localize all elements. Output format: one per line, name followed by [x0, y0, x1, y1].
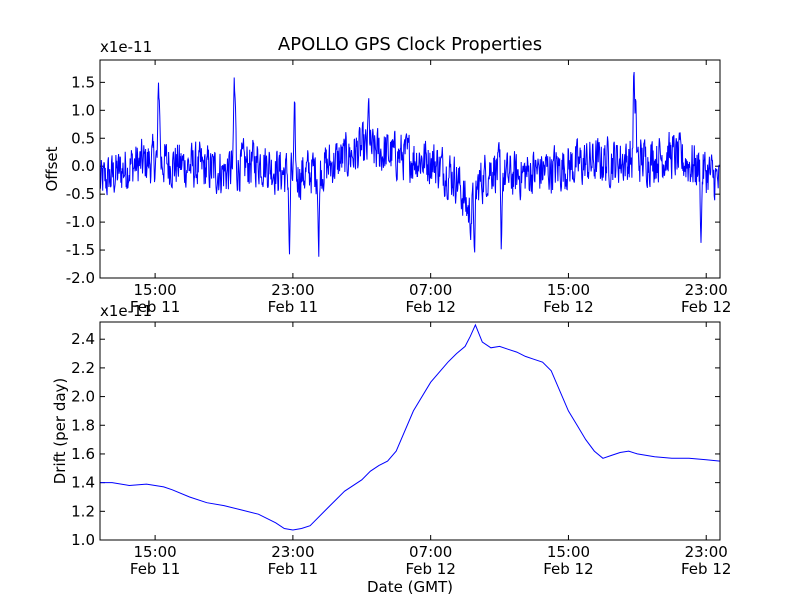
offset-axes-frame: [99, 59, 721, 279]
drift-ytick-label: 2.2: [71, 359, 95, 377]
drift-xtick-date-label: Feb 12: [405, 560, 455, 578]
drift-ytick-label: 1.4: [71, 474, 95, 492]
drift-ytick-label: 2.4: [71, 330, 95, 348]
offset-xtick-time-label: 23:00: [685, 281, 728, 299]
offset-y-axis-label: Offset: [43, 146, 61, 191]
drift-ytick-label: 2.0: [71, 388, 95, 406]
offset-ytick-label: 0.5: [71, 129, 95, 147]
offset-xtick-date-label: Feb 12: [405, 298, 455, 316]
chart-title: APOLLO GPS Clock Properties: [278, 34, 542, 55]
offset-ytick-label: -1.5: [66, 241, 95, 259]
offset-ytick-label: 1.5: [71, 73, 95, 91]
offset-scale-label: x1e-11: [100, 38, 152, 56]
drift-xtick-time-label: 15:00: [547, 543, 590, 561]
offset-y-ticks: -2.0 -1.5 -1.0 -0.5 0.0 0.5 1.0 1.5: [66, 73, 720, 287]
offset-xtick-date-label: Feb 11: [268, 298, 318, 316]
offset-series-line: [99, 71, 721, 257]
drift-xtick-time-label: 23:00: [685, 543, 728, 561]
drift-panel: x1e-11 Drift (per day) 1.0 1.2 1.4 1.6 1.8 2.…: [51, 302, 731, 578]
drift-ytick-label: 1.0: [71, 531, 95, 549]
drift-ytick-label: 1.8: [71, 416, 95, 434]
offset-ytick-label: -0.5: [66, 185, 95, 203]
offset-panel: x1e-11 Offset -2.0 -1.5 -1.0 -0.5 0.0 0.5 1.0 1…: [43, 38, 731, 316]
drift-y-axis-label: Drift (per day): [51, 378, 69, 485]
x-axis-label: Date (GMT): [367, 578, 453, 596]
drift-ytick-label: 1.6: [71, 445, 95, 463]
drift-scale-label: x1e-11: [100, 302, 152, 320]
offset-xtick-date-label: Feb 12: [543, 298, 593, 316]
drift-xtick-date-label: Feb 11: [130, 560, 180, 578]
drift-series-line: [100, 323, 721, 531]
drift-axes-frame: [99, 321, 721, 541]
offset-xtick-time-label: 23:00: [271, 281, 314, 299]
drift-ytick-label: 1.2: [71, 502, 95, 520]
drift-xtick-time-label: 15:00: [133, 543, 176, 561]
drift-xtick-date-label: Feb 11: [268, 560, 318, 578]
offset-xtick-time-label: 15:00: [547, 281, 590, 299]
offset-ytick-label: -2.0: [66, 269, 95, 287]
offset-ytick-label: 0.0: [71, 157, 95, 175]
drift-y-ticks: 1.0 1.2 1.4 1.6 1.8 2.0 2.2 2.4: [71, 330, 720, 549]
drift-xtick-date-label: Feb 12: [543, 560, 593, 578]
drift-xtick-time-label: 07:00: [409, 543, 452, 561]
drift-xtick-time-label: 23:00: [271, 543, 314, 561]
offset-xtick-time-label: 15:00: [133, 281, 176, 299]
offset-xtick-date-label: Feb 12: [681, 298, 731, 316]
offset-xtick-date-label: Feb 11: [130, 298, 180, 316]
offset-ytick-label: 1.0: [71, 101, 95, 119]
offset-xtick-time-label: 07:00: [409, 281, 452, 299]
offset-ytick-label: -1.0: [66, 213, 95, 231]
drift-xtick-date-label: Feb 12: [681, 560, 731, 578]
